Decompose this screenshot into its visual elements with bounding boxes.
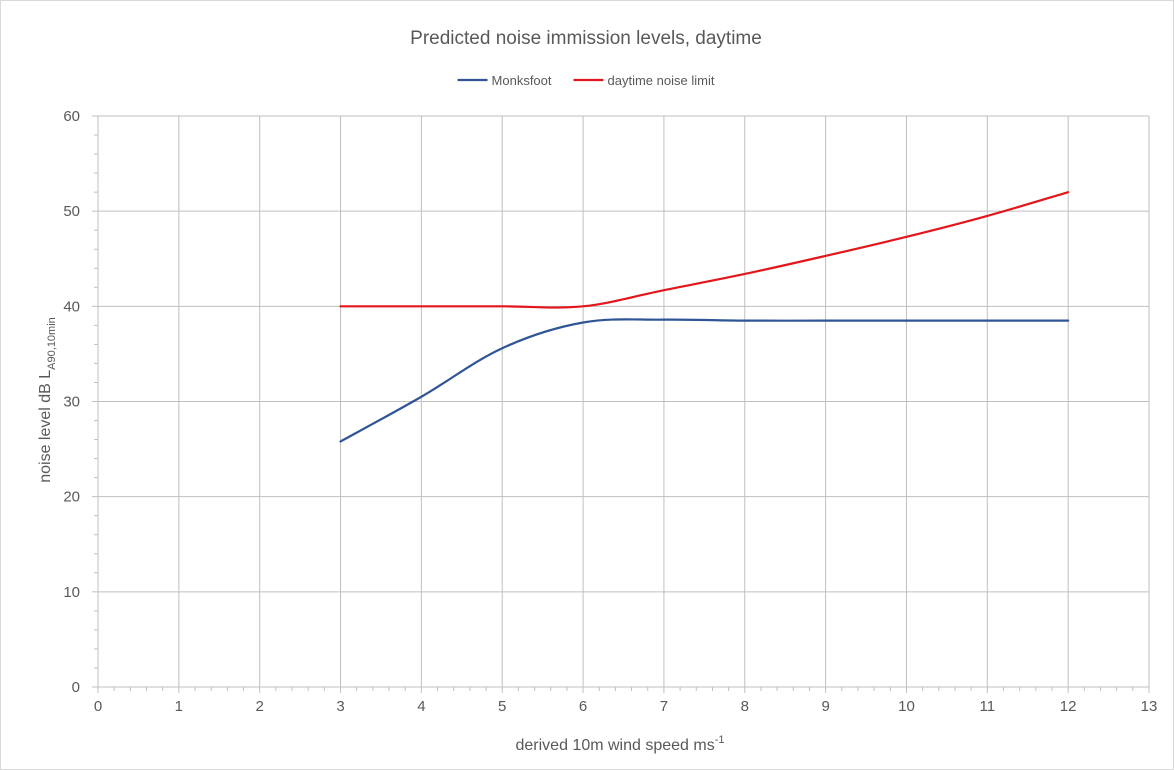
legend-label: Monksfoot xyxy=(492,73,552,88)
x-tick-label: 6 xyxy=(579,698,587,715)
x-tick-label: 0 xyxy=(94,698,102,715)
x-tick-label: 11 xyxy=(980,698,996,715)
x-tick-label: 7 xyxy=(660,698,668,715)
y-axis-label-main: noise level dB L xyxy=(37,370,54,483)
y-tick-label: 20 xyxy=(63,489,80,506)
x-tick-label: 9 xyxy=(821,698,829,715)
legend: Monksfoot daytime noise limit xyxy=(457,73,715,88)
x-tick-label: 12 xyxy=(1060,698,1077,715)
y-axis-label-subscript: A90,10min xyxy=(46,317,58,370)
y-tick-label: 40 xyxy=(63,298,80,315)
y-tick-label: 30 xyxy=(63,394,80,411)
x-axis-label-superscript: -1 xyxy=(715,734,725,746)
x-tick-label: 3 xyxy=(336,698,344,715)
series-line-monksfoot xyxy=(339,318,1070,443)
y-tick-label: 50 xyxy=(63,203,80,220)
grid-lines xyxy=(98,115,1150,687)
series-lines xyxy=(339,191,1070,443)
x-tick-label: 13 xyxy=(1141,698,1158,715)
x-tick-label: 4 xyxy=(417,698,425,715)
chart-title: Predicted noise immission levels, daytim… xyxy=(410,28,762,49)
legend-label: daytime noise limit xyxy=(608,73,715,88)
x-tick-label: 1 xyxy=(175,698,183,715)
y-tick-label: 60 xyxy=(63,108,80,125)
y-tick-label: 10 xyxy=(63,584,80,601)
x-axis-label: derived 10m wind speed ms-1 xyxy=(516,734,725,754)
y-axis-label: noise level dB LA90,10min xyxy=(37,317,58,483)
x-tick-label: 5 xyxy=(498,698,506,715)
x-axis-label-main: derived 10m wind speed ms xyxy=(516,737,715,754)
series-line-daytime-noise-limit xyxy=(339,191,1070,309)
x-tick-label: 8 xyxy=(741,698,749,715)
x-tick-label: 10 xyxy=(898,698,915,715)
x-tick-label: 2 xyxy=(256,698,264,715)
y-tick-label: 0 xyxy=(72,679,80,696)
chart-text: Predicted noise immission levels, daytim… xyxy=(37,28,762,754)
